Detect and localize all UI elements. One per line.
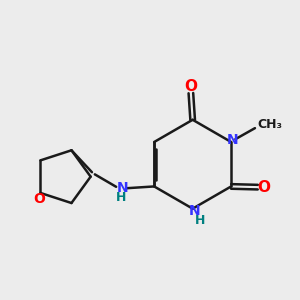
Text: CH₃: CH₃ <box>257 118 282 131</box>
Text: N: N <box>189 205 200 218</box>
Text: N: N <box>227 133 239 147</box>
Text: O: O <box>33 192 45 206</box>
Text: H: H <box>116 191 127 204</box>
Text: O: O <box>258 180 271 195</box>
Text: H: H <box>195 214 206 226</box>
Text: O: O <box>184 79 197 94</box>
Text: N: N <box>116 181 128 194</box>
